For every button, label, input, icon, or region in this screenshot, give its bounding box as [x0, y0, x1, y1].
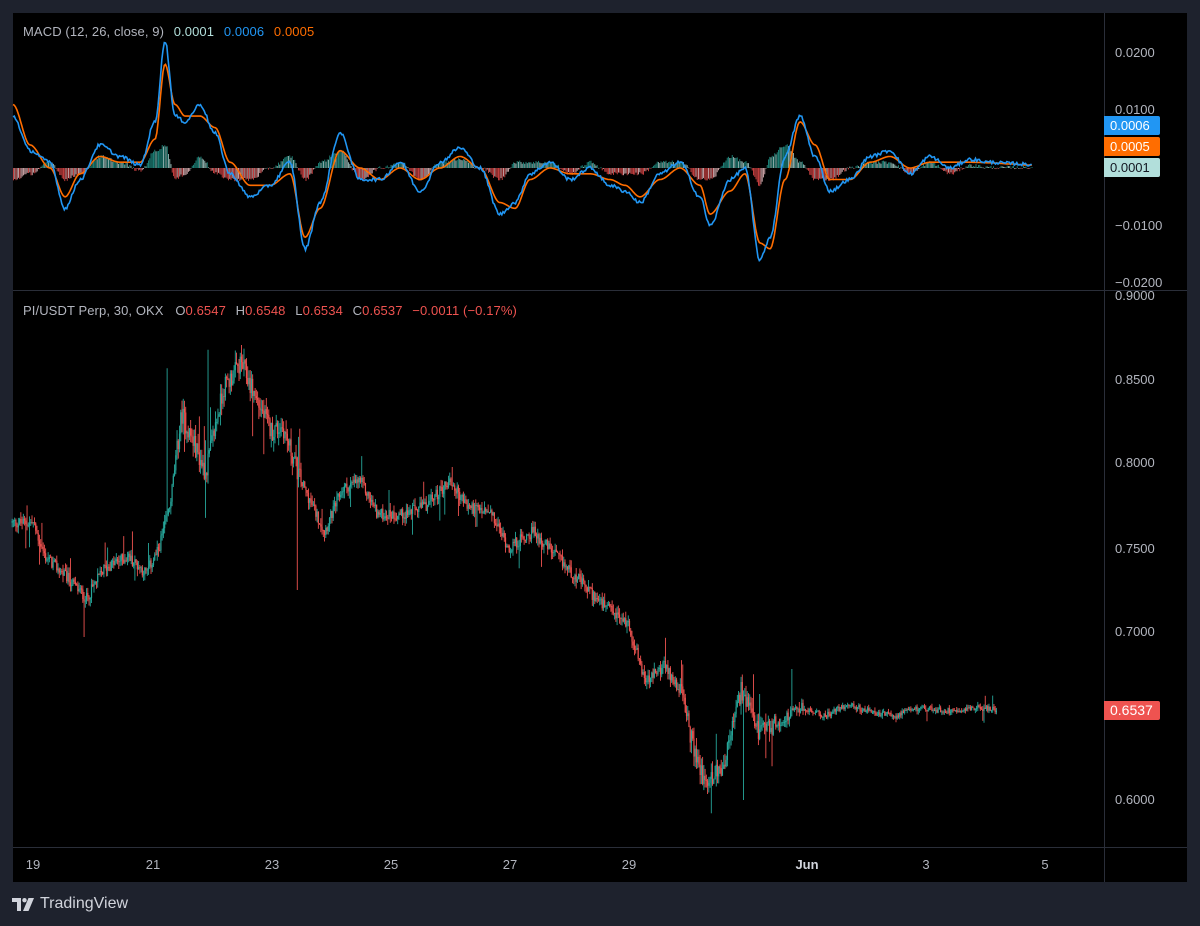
- macd-signal-value: 0.0005: [273, 24, 315, 39]
- macd-signal-price-tag: 0.0005: [1104, 137, 1160, 156]
- high-value: 0.6548: [245, 303, 286, 318]
- macd-line: [12, 41, 1032, 263]
- time-axis-label-month: Jun: [795, 857, 819, 872]
- price-axis-label: 0.8500: [1115, 372, 1155, 387]
- macd-legend[interactable]: MACD (12, 26, close, 9) 0.0001 0.0006 0.…: [23, 24, 320, 39]
- time-axis-label: 25: [383, 857, 399, 872]
- time-axis-label: 27: [502, 857, 518, 872]
- time-axis-label: 5: [1041, 857, 1049, 872]
- tradingview-brand-name: TradingView: [40, 895, 129, 912]
- change-value: −0.0011 (−0.17%): [412, 303, 517, 318]
- low-value: 0.6534: [302, 303, 343, 318]
- high-label: H: [235, 303, 246, 318]
- chart-frame: [13, 13, 1187, 882]
- price-axis-label: 0.9000: [1115, 288, 1155, 303]
- macd-indicator-name[interactable]: MACD (12, 26, close, 9): [23, 24, 165, 39]
- macd-axis-label: 0.0100: [1115, 102, 1155, 117]
- macd-histogram-value: 0.0001: [173, 24, 215, 39]
- time-axis-label: 19: [25, 857, 41, 872]
- low-label: L: [295, 303, 303, 318]
- macd-histogram: [13, 144, 1033, 187]
- macd-axis-label: −0.0200: [1115, 275, 1163, 290]
- price-axis-label: 0.7000: [1115, 624, 1155, 639]
- open-value: 0.6547: [185, 303, 226, 318]
- time-axis-label: 21: [145, 857, 161, 872]
- time-axis-label: 3: [922, 857, 930, 872]
- macd-axis-label: −0.0100: [1115, 218, 1163, 233]
- macd-axis-label: 0.0200: [1115, 45, 1155, 60]
- tradingview-logo-icon: [12, 897, 34, 911]
- last-price-tag: 0.6537: [1104, 701, 1160, 720]
- tradingview-logo[interactable]: TradingView: [12, 895, 128, 913]
- price-axis-label: 0.6000: [1115, 792, 1155, 807]
- close-value: 0.6537: [362, 303, 403, 318]
- price-legend[interactable]: PI/USDT Perp, 30, OKX O0.6547 H0.6548 L0…: [23, 303, 523, 318]
- candlestick-series: [11, 345, 997, 814]
- price-axis-label: 0.8000: [1115, 455, 1155, 470]
- macd-line-value: 0.0006: [223, 24, 265, 39]
- macd-histogram-price-tag: 0.0001: [1104, 158, 1160, 177]
- symbol-title[interactable]: PI/USDT Perp, 30, OKX: [23, 303, 164, 318]
- open-label: O: [175, 303, 186, 318]
- time-axis-label: 29: [621, 857, 637, 872]
- price-axis-label: 0.7500: [1115, 541, 1155, 556]
- macd-signal-line: [12, 63, 1032, 250]
- macd-line-price-tag: 0.0006: [1104, 116, 1160, 135]
- time-axis-label: 23: [264, 857, 280, 872]
- close-label: C: [352, 303, 363, 318]
